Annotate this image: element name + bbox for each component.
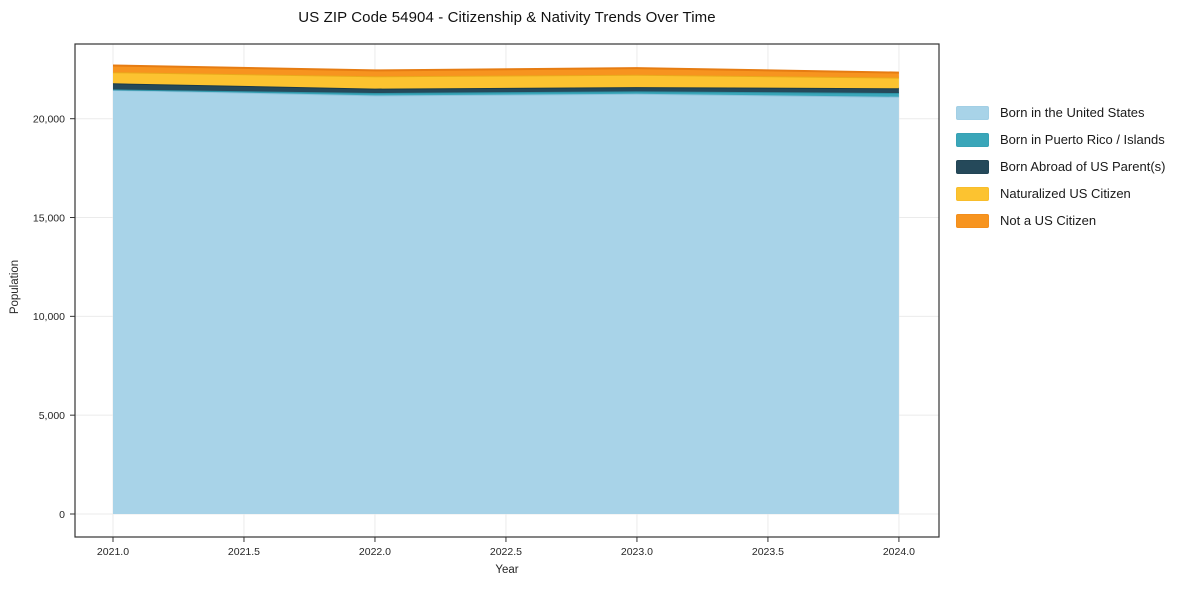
x-tick-label: 2022.5 <box>490 546 522 558</box>
x-tick-label: 2023.5 <box>752 546 784 558</box>
x-tick-label: 2021.0 <box>97 546 129 558</box>
legend-item-born-in-us[interactable]: Born in the United States <box>956 106 1165 120</box>
legend-swatch-born-puerto-rico-icon <box>956 133 989 147</box>
chart-title: US ZIP Code 54904 - Citizenship & Nativi… <box>298 9 716 26</box>
x-tick-label: 2022.0 <box>359 546 391 558</box>
y-tick-label: 0 <box>59 509 65 521</box>
legend-item-not-citizen[interactable]: Not a US Citizen <box>956 214 1165 228</box>
y-tick-label: 15,000 <box>33 212 65 224</box>
x-tick-label: 2023.0 <box>621 546 653 558</box>
legend: Born in the United States Born in Puerto… <box>956 106 1165 241</box>
legend-label: Born in Puerto Rico / Islands <box>1000 132 1165 147</box>
x-tick-label: 2021.5 <box>228 546 260 558</box>
legend-item-born-puerto-rico[interactable]: Born in Puerto Rico / Islands <box>956 133 1165 147</box>
legend-label: Born in the United States <box>1000 105 1145 120</box>
legend-label: Naturalized US Citizen <box>1000 186 1131 201</box>
plot-border <box>74 43 940 538</box>
y-tick-label: 10,000 <box>33 311 65 323</box>
legend-swatch-born-abroad-icon <box>956 160 989 174</box>
legend-label: Not a US Citizen <box>1000 213 1097 228</box>
legend-item-born-abroad[interactable]: Born Abroad of US Parent(s) <box>956 160 1165 174</box>
legend-label: Born Abroad of US Parent(s) <box>1000 159 1166 174</box>
x-axis-title: Year <box>495 564 519 576</box>
area-band-4 <box>113 65 899 78</box>
legend-swatch-not-citizen-icon <box>956 214 989 228</box>
legend-swatch-naturalized-icon <box>956 187 989 201</box>
y-axis-title: Population <box>9 259 21 315</box>
area-band-0 <box>113 90 899 514</box>
legend-item-naturalized[interactable]: Naturalized US Citizen <box>956 187 1165 201</box>
x-tick-label: 2024.0 <box>883 546 915 558</box>
legend-swatch-born-in-us-icon <box>956 106 989 120</box>
y-tick-label: 5,000 <box>39 410 65 422</box>
y-tick-label: 20,000 <box>33 113 65 125</box>
area-top-line-4 <box>112 64 899 74</box>
